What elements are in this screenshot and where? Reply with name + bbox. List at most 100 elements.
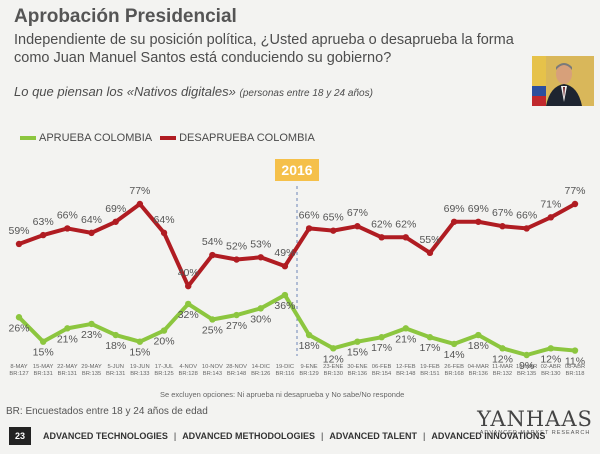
legend-label-desaprueba: DESAPRUEBA COLOMBIA — [179, 132, 315, 144]
footer-item-talent: ADVANCED TALENT — [329, 431, 418, 441]
x-tick-label: 19-FEB — [420, 364, 440, 370]
year-marker-label: 2016 — [281, 162, 312, 178]
data-label: 18% — [105, 340, 126, 352]
sample-size-label: BR:130 — [541, 371, 560, 377]
x-tick-label: 12-FEB — [396, 364, 416, 370]
data-label: 27% — [226, 320, 247, 332]
data-point — [88, 320, 95, 328]
data-point — [112, 218, 119, 225]
company-logo: YANHAAS ADVANCED MARKET RESEARCH — [470, 408, 600, 436]
legend-swatch-aprueba — [20, 136, 36, 140]
data-label: 59% — [8, 225, 29, 237]
data-label: 12% — [540, 353, 561, 365]
data-label: 17% — [419, 342, 440, 354]
data-label: 53% — [250, 238, 271, 250]
data-point — [209, 251, 216, 259]
data-point — [305, 225, 313, 232]
sample-size-label: BR:168 — [444, 371, 463, 377]
data-point — [378, 234, 385, 241]
footer-separator: | — [423, 431, 426, 441]
data-point — [257, 254, 264, 261]
data-label: 21% — [395, 333, 416, 345]
data-point — [88, 229, 95, 237]
x-tick-label: 4-NOV — [179, 364, 197, 370]
footer-item-technologies: ADVANCED TECHNOLOGIES — [43, 431, 168, 441]
data-label: 71% — [540, 198, 561, 210]
chart-legend: APRUEBA COLOMBIA DESAPRUEBA COLOMBIA — [20, 132, 323, 144]
data-label: 62% — [371, 218, 392, 230]
data-label: 15% — [347, 347, 368, 359]
x-tick-label: 30-ENE — [347, 364, 367, 370]
footer-separator: | — [321, 431, 324, 441]
data-label: 63% — [33, 216, 54, 228]
sample-size-label: BR:143 — [203, 371, 222, 377]
data-label: 18% — [299, 340, 320, 352]
sample-size-label: BR:126 — [251, 371, 270, 377]
data-label: 77% — [564, 185, 585, 197]
x-tick-label: 19-JUN — [130, 364, 150, 370]
sample-size-label: BR:136 — [469, 371, 488, 377]
x-tick-label: 29-MAY — [81, 364, 102, 370]
chart-footnote: Se excluyen opciones: Ni aprueba ni desa… — [160, 390, 405, 399]
data-point — [402, 325, 409, 332]
x-tick-label: 22-MAY — [57, 364, 78, 370]
data-point — [257, 305, 264, 312]
data-label: 25% — [202, 324, 223, 336]
data-label: 64% — [154, 214, 175, 226]
data-label: 52% — [226, 241, 247, 253]
x-tick-label: 23-ENE — [323, 364, 343, 370]
data-label: 32% — [178, 309, 199, 321]
data-point — [402, 234, 409, 241]
sample-size-label: BR:154 — [372, 371, 392, 377]
data-label: 12% — [492, 353, 513, 365]
data-point — [281, 262, 289, 270]
data-label: 77% — [129, 185, 150, 197]
data-point — [426, 334, 434, 341]
sample-size-label: BR:118 — [566, 371, 585, 377]
data-label: 18% — [468, 340, 489, 352]
data-point — [523, 225, 530, 232]
data-point — [64, 325, 71, 332]
sample-size-label: BR:136 — [348, 371, 367, 377]
data-label: 26% — [8, 322, 29, 334]
data-point — [378, 334, 385, 341]
data-point — [547, 345, 555, 352]
data-label: 21% — [57, 333, 78, 345]
data-point — [15, 240, 23, 248]
data-point — [330, 227, 337, 234]
data-label: 17% — [371, 342, 392, 354]
year-marker-box — [275, 159, 319, 181]
data-point — [475, 218, 482, 225]
base-note: BR: Encuestados entre 18 y 24 años de ed… — [6, 406, 208, 417]
data-point — [233, 311, 240, 319]
data-point — [160, 229, 168, 237]
data-point — [112, 331, 119, 339]
data-label: 66% — [299, 209, 320, 221]
logo-name: YANHAAS — [477, 407, 593, 431]
survey-question: Independiente de su posición política, ¿… — [14, 32, 514, 66]
data-point — [305, 331, 313, 339]
data-point — [233, 256, 240, 263]
data-point — [354, 223, 361, 230]
legend-label-aprueba: APRUEBA COLOMBIA — [39, 132, 153, 144]
x-tick-label: 19-DIC — [276, 364, 294, 370]
sample-size-label: BR:116 — [275, 371, 294, 377]
data-label: 66% — [57, 209, 78, 221]
data-point — [426, 249, 434, 257]
data-label: 12% — [323, 353, 344, 365]
data-point — [185, 282, 192, 290]
data-point — [450, 218, 458, 225]
sample-size-label: BR:148 — [396, 371, 415, 377]
data-label: 30% — [250, 313, 271, 325]
data-point — [450, 340, 458, 348]
data-point — [185, 300, 192, 308]
subtitle-text: Lo que piensan los «Nativos digitales» — [14, 84, 236, 99]
sample-size-label: BR:129 — [299, 371, 318, 377]
data-point — [39, 338, 47, 345]
data-point — [571, 347, 579, 354]
data-point — [571, 200, 579, 208]
x-tick-label: 15-MAY — [33, 364, 54, 370]
data-label: 23% — [81, 329, 102, 341]
data-point — [64, 225, 71, 232]
